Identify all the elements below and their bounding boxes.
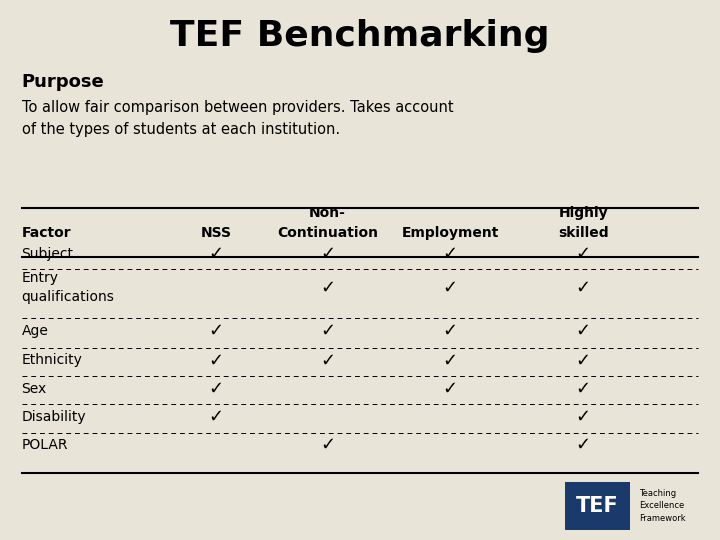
Text: Age: Age xyxy=(22,324,48,338)
Text: ✓: ✓ xyxy=(442,380,458,398)
Text: TEF Benchmarking: TEF Benchmarking xyxy=(170,19,550,53)
Text: TEF: TEF xyxy=(576,496,619,516)
Text: ✓: ✓ xyxy=(208,380,224,398)
Text: NSS: NSS xyxy=(200,226,232,240)
Text: ✓: ✓ xyxy=(320,245,336,263)
Text: ✓: ✓ xyxy=(208,352,224,369)
Text: Sex: Sex xyxy=(22,382,47,396)
Text: Teaching
Excellence
Framework: Teaching Excellence Framework xyxy=(639,489,685,523)
Text: ✓: ✓ xyxy=(208,245,224,263)
Text: ✓: ✓ xyxy=(320,436,336,454)
Text: ✓: ✓ xyxy=(575,322,591,340)
Text: ✓: ✓ xyxy=(575,408,591,426)
Text: ✓: ✓ xyxy=(442,322,458,340)
Text: Factor: Factor xyxy=(22,226,71,240)
Text: ✓: ✓ xyxy=(442,279,458,296)
Text: Ethnicity: Ethnicity xyxy=(22,354,83,367)
Text: ✓: ✓ xyxy=(575,279,591,296)
Text: Continuation: Continuation xyxy=(277,226,378,240)
Text: ✓: ✓ xyxy=(575,245,591,263)
Text: Disability: Disability xyxy=(22,410,86,424)
Text: ✓: ✓ xyxy=(575,352,591,369)
Text: Purpose: Purpose xyxy=(22,73,104,91)
Text: ✓: ✓ xyxy=(442,245,458,263)
Text: ✓: ✓ xyxy=(320,352,336,369)
Text: Highly: Highly xyxy=(559,206,608,220)
Text: ✓: ✓ xyxy=(575,436,591,454)
Text: Employment: Employment xyxy=(401,226,499,240)
Text: Subject: Subject xyxy=(22,247,73,261)
Text: Entry
qualifications: Entry qualifications xyxy=(22,271,114,303)
Text: ✓: ✓ xyxy=(208,408,224,426)
FancyBboxPatch shape xyxy=(565,482,630,530)
Text: ✓: ✓ xyxy=(575,380,591,398)
Text: ✓: ✓ xyxy=(320,279,336,296)
Text: skilled: skilled xyxy=(558,226,608,240)
Text: POLAR: POLAR xyxy=(22,438,68,452)
Text: ✓: ✓ xyxy=(320,322,336,340)
Text: To allow fair comparison between providers. Takes account
of the types of studen: To allow fair comparison between provide… xyxy=(22,100,453,137)
Text: Non-: Non- xyxy=(309,206,346,220)
Text: ✓: ✓ xyxy=(442,352,458,369)
Text: ✓: ✓ xyxy=(208,322,224,340)
